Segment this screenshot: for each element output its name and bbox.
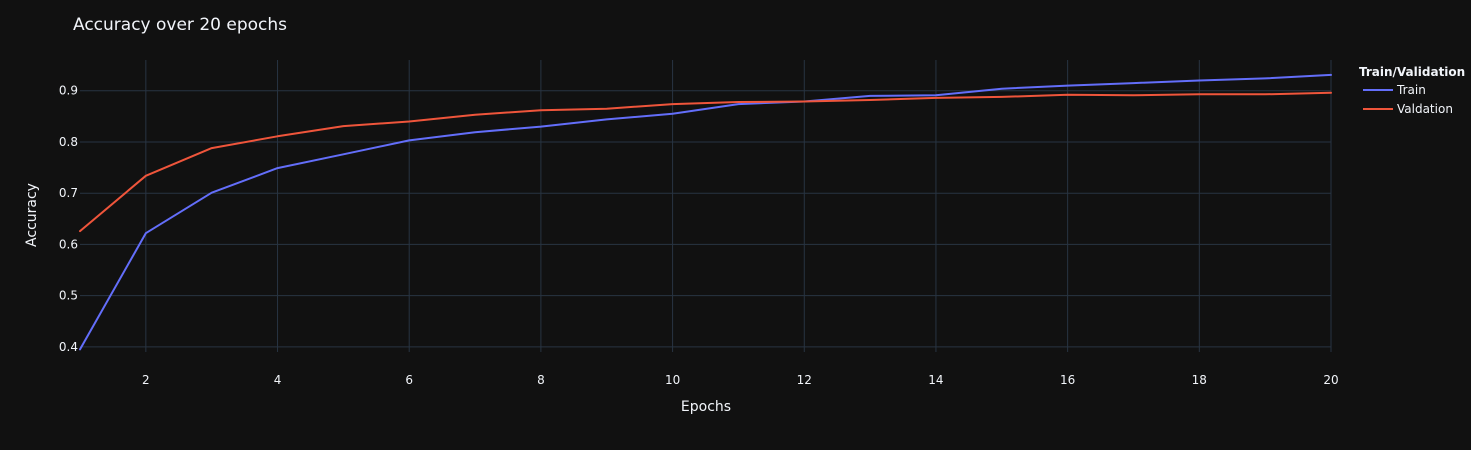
x-tick-label: 20 <box>1323 373 1338 387</box>
series-line-valdation[interactable] <box>79 91 1332 233</box>
series-lines <box>79 73 1332 351</box>
legend-label: Valdation <box>1397 102 1453 116</box>
legend-title: Train/Validation <box>1359 65 1465 79</box>
x-axis-title: Epochs <box>681 399 731 415</box>
x-tick-label: 10 <box>665 373 680 387</box>
x-tick-label: 16 <box>1060 373 1075 387</box>
series-line-train[interactable] <box>79 73 1332 351</box>
y-tick-label: 0.7 <box>59 186 78 200</box>
x-tick-label: 14 <box>928 373 943 387</box>
y-tick-label: 0.6 <box>59 237 78 251</box>
x-tick-label: 8 <box>537 373 545 387</box>
x-tick-label: 4 <box>274 373 282 387</box>
legend-label: Train <box>1396 83 1426 97</box>
y-tick-label: 0.4 <box>59 340 78 354</box>
y-tick-label: 0.5 <box>59 289 78 303</box>
tick-labels: 0.4 0.5 0.6 0.7 0.8 0.9 2 4 6 8 10 12 14 16 18 20 <box>59 84 1339 387</box>
y-tick-label: 0.8 <box>59 135 78 149</box>
chart-title: Accuracy over 20 epochs <box>73 15 287 35</box>
y-tick-label: 0.9 <box>59 84 78 98</box>
legend[interactable]: Train/Validation Train Valdation <box>1359 65 1465 116</box>
x-tick-label: 6 <box>405 373 413 387</box>
x-tick-label: 12 <box>797 373 812 387</box>
legend-items[interactable]: Train Valdation <box>1363 83 1453 116</box>
y-axis-title: Accuracy <box>24 183 40 247</box>
legend-item-valdation[interactable]: Valdation <box>1363 102 1453 116</box>
legend-item-train[interactable]: Train <box>1363 83 1426 97</box>
grid <box>80 60 1332 352</box>
x-tick-label: 2 <box>142 373 150 387</box>
x-tick-label: 18 <box>1192 373 1207 387</box>
